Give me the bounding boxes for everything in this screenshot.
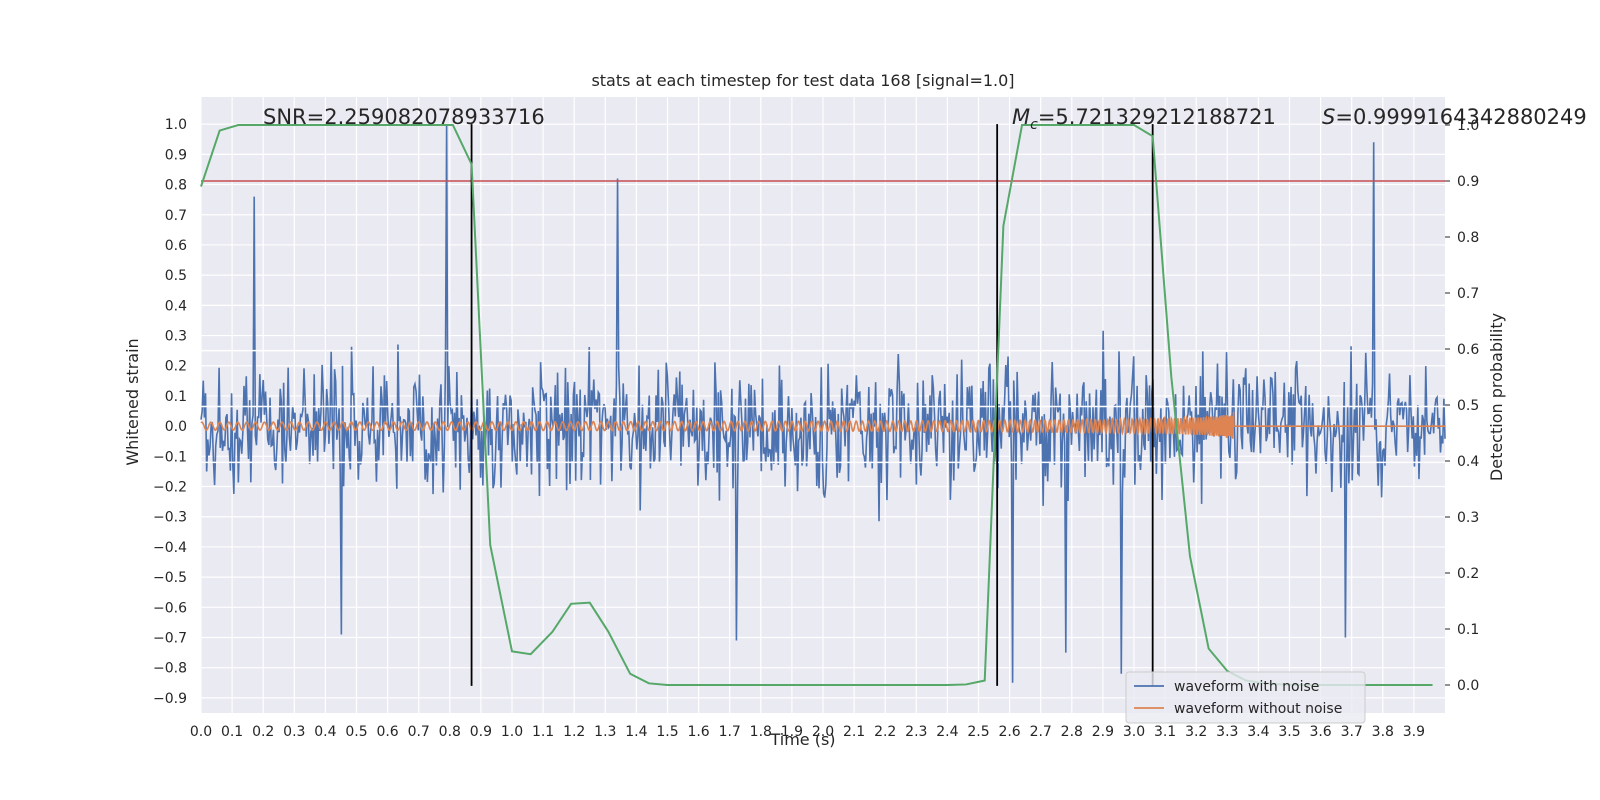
y-tick-label: −0.2 (153, 480, 187, 496)
chirp-mass-annotation: Mc=5.721329212188721 (1012, 105, 1276, 133)
y-tick-label: −0.3 (153, 510, 187, 526)
y-tick-labels: 1.0 0.9 0.8 0.7 0.6 0.5 0.4 0.3 0.2 0.1 0.0 −0.1 −0.… (153, 117, 187, 707)
white-horizontal-lines (201, 349, 1445, 464)
x-tick-label: 1.2 (563, 724, 585, 740)
x-tick-label: 2.8 (1061, 724, 1083, 740)
x-tick-label: 0.2 (252, 724, 274, 740)
x-tick-label: 2.6 (998, 724, 1020, 740)
y2-tick-label: 0.3 (1457, 510, 1479, 526)
x-tick-label: 3.5 (1278, 724, 1300, 740)
x-tick-label: 3.2 (1185, 724, 1207, 740)
x-tick-label: 3.0 (1123, 724, 1145, 740)
x-tick-label: 1.3 (594, 724, 616, 740)
y2-tick-label: 0.5 (1457, 398, 1479, 414)
x-tick-label: 2.5 (967, 724, 989, 740)
series-waveform-with-noise (200, 124, 1446, 683)
clean-waveform-line (200, 412, 1445, 439)
x-tick-label: 0.7 (408, 724, 430, 740)
x-tick-label: 1.7 (719, 724, 741, 740)
x-tick-label: 1.6 (687, 724, 709, 740)
x-tick-label: 0.3 (283, 724, 305, 740)
event-vertical-lines (470, 124, 1154, 686)
mc-symbol: M (1012, 105, 1030, 129)
x-tick-label: 2.4 (936, 724, 958, 740)
y2-tick-label: 1.0 (1457, 118, 1479, 134)
y-tick-label: 0.5 (165, 268, 187, 284)
y-tick-label: 0.1 (165, 389, 187, 405)
y-tick-label: −0.4 (153, 540, 187, 556)
y-tick-label: −0.9 (153, 691, 187, 707)
noise-waveform-line (200, 124, 1446, 683)
y-tick-label: 0.7 (165, 208, 187, 224)
x-tick-label: 0.8 (439, 724, 461, 740)
y-tick-label: −0.1 (153, 449, 187, 465)
x-tick-label: 2.1 (843, 724, 865, 740)
x-tick-label: 0.0 (190, 724, 212, 740)
x-tick-label: 3.7 (1341, 724, 1363, 740)
x-tick-label: 3.3 (1216, 724, 1238, 740)
x-tick-label: 0.6 (376, 724, 398, 740)
y2-tick-label: 0.1 (1457, 622, 1479, 638)
y-tick-label: 1.0 (165, 117, 187, 133)
s-symbol: S (1322, 105, 1335, 129)
probability-line (200, 124, 1433, 686)
x-tick-label: 0.1 (221, 724, 243, 740)
x-tick-label: 2.7 (1030, 724, 1052, 740)
y-tick-label: 0.2 (165, 359, 187, 375)
y2-tick-label: 0.0 (1457, 678, 1479, 694)
legend-label-clean: waveform without noise (1174, 701, 1342, 717)
mc-value: =5.721329212188721 (1038, 105, 1276, 129)
x-tick-label: 1.9 (781, 724, 803, 740)
series-waveform-without-noise (200, 412, 1445, 439)
y2-tick-labels: 1.0 0.9 0.8 0.7 0.6 0.5 0.4 0.3 0.2 0.1 0.0 (1445, 118, 1479, 694)
y-tick-label: 0.6 (165, 238, 187, 254)
y-tick-label: 0.0 (165, 419, 187, 435)
x-tick-label: 2.2 (874, 724, 896, 740)
x-tick-label: 0.5 (345, 724, 367, 740)
s-value: =0.9999164342880249 (1335, 105, 1586, 129)
significance-annotation: S=0.9999164342880249 (1322, 105, 1587, 129)
legend: waveform with noise waveform without noi… (1125, 671, 1366, 724)
x-tick-label: 3.9 (1403, 724, 1425, 740)
x-tick-label: 3.6 (1309, 724, 1331, 740)
chart-title: stats at each timestep for test data 168… (591, 71, 1014, 90)
y2-tick-label: 0.4 (1457, 454, 1479, 470)
y-tick-label: −0.8 (153, 661, 187, 677)
y2-tick-label: 0.6 (1457, 342, 1479, 358)
y2-tick-label: 0.9 (1457, 174, 1479, 190)
x-tick-label: 2.3 (905, 724, 927, 740)
x-tick-label: 3.1 (1154, 724, 1176, 740)
y-axis-label: Whitened strain (123, 338, 142, 465)
x-tick-label: 2.0 (812, 724, 834, 740)
x-tick-label: 1.0 (501, 724, 523, 740)
x-tick-label: 1.4 (625, 724, 647, 740)
y-tick-label: 0.4 (165, 298, 187, 314)
x-tick-labels: 0.0 0.1 0.2 0.3 0.4 0.5 0.6 0.7 0.8 0.9 1.0 1.1 1.2 1… (190, 724, 1425, 740)
y-tick-label: 0.3 (165, 329, 187, 345)
x-tick-label: 3.4 (1247, 724, 1269, 740)
legend-label-noise: waveform with noise (1174, 679, 1319, 695)
x-tick-label: 1.1 (532, 724, 554, 740)
legend-box (1125, 671, 1366, 724)
y2-tick-label: 0.2 (1457, 566, 1479, 582)
snr-annotation: SNR=2.259082078933716 (263, 105, 545, 129)
x-tick-label: 1.8 (750, 724, 772, 740)
x-axis-label: Time (s) (769, 730, 835, 749)
x-tick-label: 0.9 (470, 724, 492, 740)
x-tick-label: 2.9 (1092, 724, 1114, 740)
mc-subscript: c (1030, 117, 1038, 133)
y-tick-label: −0.6 (153, 600, 187, 616)
y2-axis-label: Detection probability (1487, 313, 1506, 481)
y-tick-label: −0.5 (153, 570, 187, 586)
series-detection-probability (200, 124, 1433, 686)
y-tick-label: −0.7 (153, 631, 187, 647)
y-tick-label: 0.9 (165, 147, 187, 163)
y2-tick-label: 0.8 (1457, 230, 1479, 246)
x-tick-label: 3.8 (1372, 724, 1394, 740)
y2-tick-label: 0.7 (1457, 286, 1479, 302)
x-tick-label: 1.5 (656, 724, 678, 740)
x-tick-label: 0.4 (314, 724, 336, 740)
y-tick-label: 0.8 (165, 178, 187, 194)
